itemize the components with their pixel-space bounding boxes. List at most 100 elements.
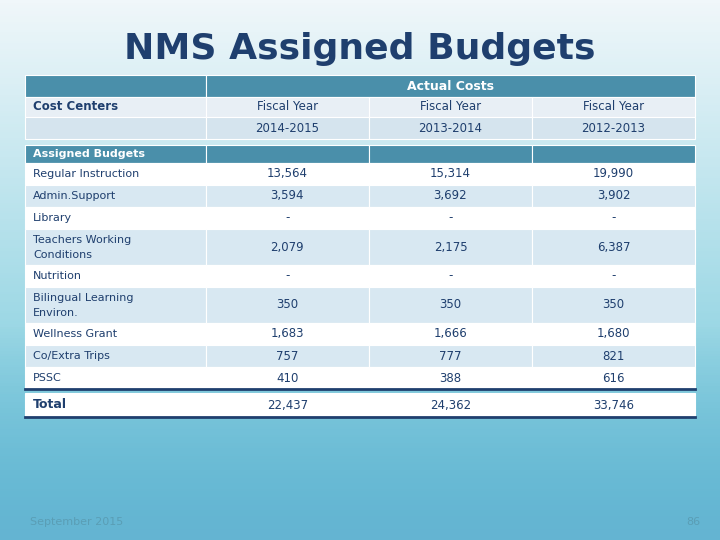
Text: Fiscal Year: Fiscal Year [583,100,644,113]
Text: 24,362: 24,362 [430,399,471,411]
Bar [0,491,720,494]
Bar [0,248,720,251]
Text: 350: 350 [603,299,624,312]
Bar [25,229,206,265]
Bar [0,524,720,526]
Bar [0,413,720,416]
Bar [206,265,369,287]
Bar [369,287,532,323]
Bar [0,127,720,130]
Bar [369,163,532,185]
Bar [532,97,695,117]
Bar [0,443,720,445]
Bar [532,323,695,345]
Bar [206,117,369,139]
Bar [0,49,720,51]
Bar [0,284,720,286]
Text: 3,902: 3,902 [597,190,630,202]
Bar [369,145,532,163]
Text: PSSC: PSSC [33,373,62,383]
Bar [0,238,720,240]
Bar [0,416,720,418]
Bar [0,421,720,424]
Bar [0,448,720,451]
Bar [25,145,206,163]
Text: 350: 350 [276,299,299,312]
Bar [369,345,532,367]
Bar [0,329,720,332]
Text: September 2015: September 2015 [30,517,123,527]
Text: Environ.: Environ. [33,308,78,318]
Bar [0,86,720,89]
Bar [0,105,720,108]
Text: 19,990: 19,990 [593,167,634,180]
Bar [0,224,720,227]
Bar [206,287,369,323]
Text: -: - [611,212,616,225]
Bar [0,138,720,140]
Text: 616: 616 [602,372,625,384]
Bar [0,213,720,216]
Bar [0,22,720,24]
Bar [0,143,720,146]
Bar [0,518,720,521]
Bar [532,185,695,207]
Text: Regular Instruction: Regular Instruction [33,169,139,179]
Bar [0,319,720,321]
Bar [0,205,720,208]
Bar [0,192,720,194]
Bar [0,297,720,300]
Bar [0,221,720,224]
Bar [0,94,720,97]
Bar [206,163,369,185]
Bar [0,432,720,435]
Bar [0,321,720,324]
Bar [0,475,720,478]
Bar [0,383,720,386]
Bar [0,378,720,381]
Bar [532,367,695,389]
Bar [0,68,720,70]
Bar [0,402,720,405]
Bar [0,59,720,62]
Bar [0,219,720,221]
Bar [0,243,720,246]
Bar [0,92,720,94]
Bar [0,418,720,421]
Text: 3,692: 3,692 [433,190,467,202]
Bar [0,521,720,524]
Text: Assigned Budgets: Assigned Budgets [33,149,145,159]
Bar [206,323,369,345]
Bar [0,54,720,57]
Bar [0,24,720,27]
Bar [0,32,720,35]
Text: Fiscal Year: Fiscal Year [257,100,318,113]
Text: Total: Total [33,399,67,411]
Bar [0,394,720,397]
Bar [0,108,720,111]
Bar [0,346,720,348]
Bar [206,367,369,389]
Bar [0,537,720,540]
Bar [0,513,720,516]
Bar [0,70,720,73]
Bar [0,235,720,238]
Bar [25,75,206,97]
Bar [0,200,720,202]
Text: 410: 410 [276,372,299,384]
Bar [0,437,720,440]
Bar [0,310,720,313]
Bar [0,256,720,259]
Bar [0,486,720,489]
Bar [0,470,720,472]
Bar [0,0,720,3]
Text: -: - [611,269,616,282]
Bar [0,154,720,157]
Bar [0,5,720,8]
Bar [0,3,720,5]
Text: Wellness Grant: Wellness Grant [33,329,117,339]
Bar [0,38,720,40]
Bar [532,163,695,185]
Bar [0,65,720,68]
Bar [0,340,720,343]
